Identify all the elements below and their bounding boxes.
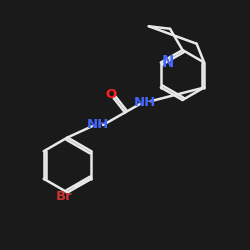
Text: NH: NH bbox=[134, 96, 156, 109]
Text: NH: NH bbox=[86, 118, 108, 132]
Text: O: O bbox=[106, 88, 117, 101]
Text: N: N bbox=[162, 55, 174, 70]
Text: Br: Br bbox=[56, 190, 72, 203]
